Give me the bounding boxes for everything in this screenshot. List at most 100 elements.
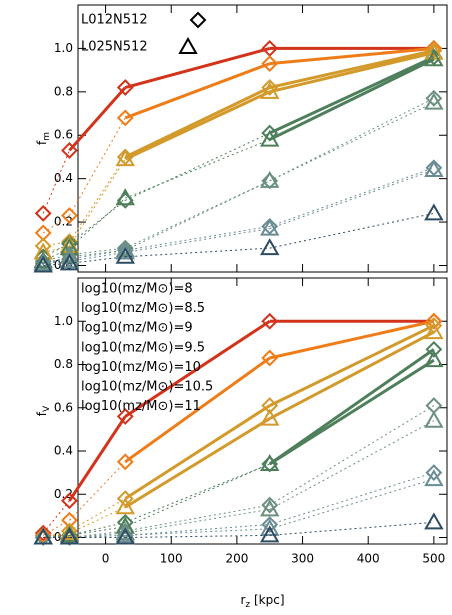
- legend-label: log10(mz/M⊙)=8: [81, 282, 193, 297]
- legend-label: log10(mz/M⊙)=10: [81, 360, 201, 375]
- dotted-line-segment: [69, 117, 126, 216]
- dotted-line-segment: [69, 156, 126, 242]
- triangle-marker: [424, 350, 444, 368]
- line-segment: [269, 55, 435, 135]
- triangle-marker: [424, 469, 444, 487]
- plot-frame: [77, 4, 448, 273]
- diamond-marker: [261, 349, 279, 367]
- triangle-marker: [424, 203, 444, 221]
- diamond-marker: [425, 159, 443, 177]
- triangle-marker: [178, 36, 198, 54]
- dotted-line-segment: [269, 472, 435, 526]
- y-tick-label: 0.4: [54, 171, 73, 185]
- triangle-marker: [259, 453, 280, 471]
- dotted-line-segment: [269, 102, 435, 182]
- diamond-marker: [261, 79, 279, 96]
- triangle-marker: [59, 251, 80, 269]
- dotted-line-segment: [125, 528, 270, 536]
- y-tick-label: 0.6: [54, 128, 73, 142]
- y-tick-label: 0.8: [54, 357, 73, 371]
- diamond-marker: [116, 407, 134, 425]
- diamond-marker: [425, 312, 443, 330]
- dotted-line-segment: [69, 498, 126, 532]
- dotted-line-segment: [125, 247, 270, 258]
- diamond-marker: [116, 453, 134, 471]
- diamond-marker: [116, 109, 134, 127]
- line-segment: [124, 404, 271, 500]
- dotted-line-segment: [269, 212, 434, 249]
- x-tick-label: 300: [291, 552, 314, 566]
- y-axis-label-main: f: [35, 140, 49, 145]
- line-segment: [124, 319, 271, 418]
- triangle-marker: [115, 149, 135, 167]
- diamond-marker: [261, 218, 279, 235]
- y-tick-label: 1.0: [54, 41, 73, 55]
- line-segment: [68, 415, 127, 502]
- diamond-marker: [116, 239, 134, 257]
- line-segment: [68, 86, 127, 152]
- y-axis-label-main: f: [35, 411, 49, 416]
- triangle-marker: [259, 81, 280, 99]
- triangle-marker: [33, 253, 53, 271]
- diamond-marker: [425, 340, 443, 358]
- dotted-line-segment: [125, 139, 270, 199]
- triangle-marker: [259, 218, 280, 236]
- triangle-marker: [115, 242, 135, 260]
- y-tick-label: 0.2: [54, 487, 73, 501]
- triangle-marker: [59, 527, 80, 545]
- triangle-marker: [424, 92, 444, 110]
- dotted-line-segment: [125, 225, 270, 251]
- triangle-marker: [115, 497, 135, 515]
- x-tick-label: 500: [422, 552, 445, 566]
- dotted-line-segment: [69, 461, 126, 521]
- triangle-marker: [259, 408, 280, 426]
- triangle-marker: [115, 246, 135, 264]
- diamond-marker: [261, 55, 279, 73]
- legend-label: log10(mz/M⊙)=10.5: [81, 380, 213, 395]
- y-axis-label: fm: [35, 132, 52, 145]
- legend-label: log10(mz/M⊙)=11: [81, 399, 201, 414]
- diamond-marker: [34, 204, 52, 222]
- triangle-marker: [115, 525, 135, 543]
- y-tick-label: 0.6: [54, 400, 73, 414]
- y-axis-label: fV: [35, 405, 52, 416]
- x-axis-label-sub: z: [245, 600, 250, 610]
- line-segment: [124, 62, 271, 120]
- dotted-line-segment: [125, 524, 270, 536]
- y-axis-label-sub: m: [42, 132, 52, 141]
- line-segment: [269, 46, 435, 66]
- legend-label: log10(mz/M⊙)=8.5: [81, 301, 205, 316]
- line-segment: [269, 324, 435, 407]
- triangle-marker: [259, 525, 280, 543]
- dotted-line-segment: [125, 180, 270, 249]
- triangle-marker: [259, 129, 280, 147]
- diamond-marker: [425, 89, 443, 107]
- y-tick-label: 1.0: [54, 314, 73, 328]
- x-axis-label: rz [kpc]: [240, 593, 284, 610]
- triangle-marker: [424, 512, 444, 530]
- diamond-marker: [261, 397, 279, 415]
- dotted-line-segment: [269, 521, 434, 536]
- dotted-line-segment: [125, 534, 270, 539]
- line-segment: [124, 417, 271, 509]
- triangle-marker: [115, 240, 135, 258]
- dotted-line-segment: [269, 169, 435, 230]
- x-tick-label: 400: [357, 552, 380, 566]
- diamond-marker: [261, 496, 279, 514]
- diamond-marker: [116, 148, 134, 166]
- triangle-marker: [424, 42, 444, 60]
- x-tick-label: 200: [225, 552, 248, 566]
- triangle-marker: [59, 253, 80, 271]
- triangle-marker: [59, 523, 80, 541]
- triangle-marker: [115, 527, 135, 545]
- triangle-marker: [259, 499, 280, 517]
- dotted-line-segment: [269, 167, 435, 227]
- diamond-marker: [261, 312, 279, 330]
- diamond-marker: [61, 522, 78, 540]
- triangle-marker: [259, 170, 280, 188]
- triangle-marker: [259, 238, 280, 256]
- line-segment: [124, 46, 271, 89]
- x-axis-label-main: r: [240, 593, 245, 607]
- dotted-line-segment: [69, 530, 126, 539]
